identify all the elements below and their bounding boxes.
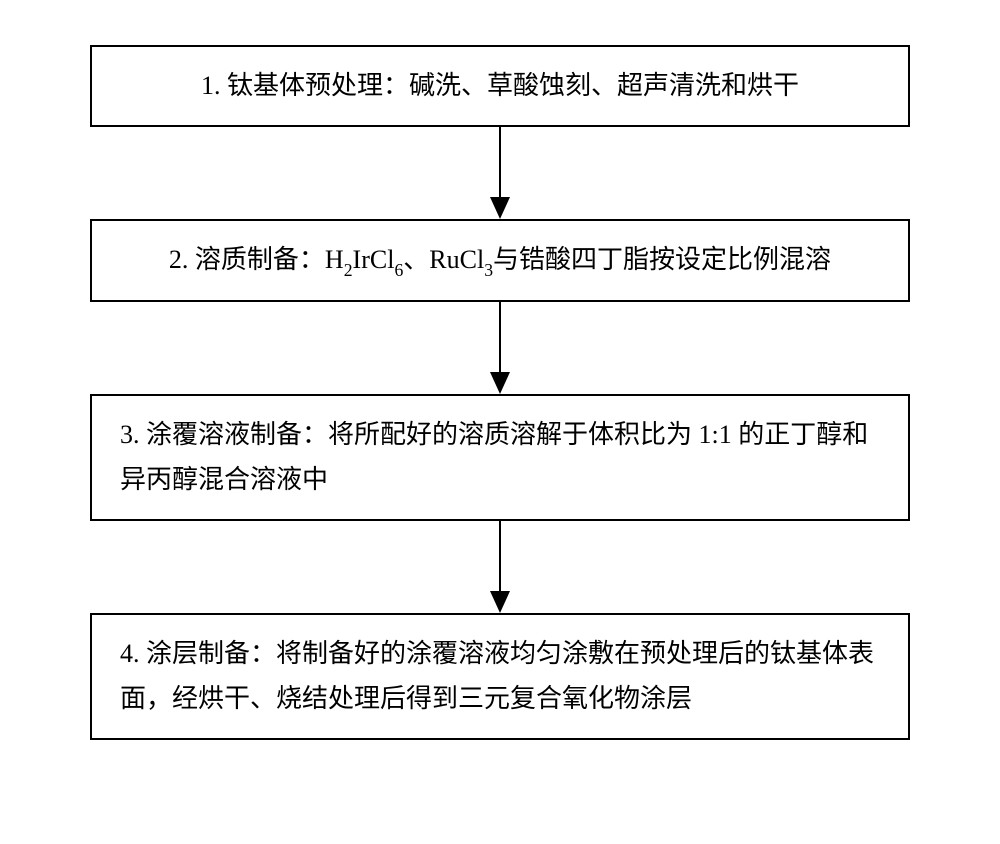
step-3-label: 涂覆溶液制备：将所配好的溶质溶解于体积比为 1:1 的正丁醇和异丙醇混合溶液中 xyxy=(120,420,868,495)
arrow-1 xyxy=(485,127,515,219)
step-3-text: 3. 涂覆溶液制备：将所配好的溶质溶解于体积比为 1:1 的正丁醇和异丙醇混合溶… xyxy=(120,412,880,503)
step-3-number: 3. xyxy=(120,420,140,449)
step-1-text: 1. 钛基体预处理：碱洗、草酸蚀刻、超声清洗和烘干 xyxy=(201,63,799,109)
step-2-mid2: 、RuCl xyxy=(403,245,484,274)
flow-step-4: 4. 涂层制备：将制备好的涂覆溶液均匀涂敷在预处理后的钛基体表面，经烘干、烧结处… xyxy=(90,613,910,740)
arrow-3 xyxy=(485,521,515,613)
step-4-number: 4. xyxy=(120,639,140,668)
arrow-down-icon xyxy=(485,302,515,394)
step-2-text: 2. 溶质制备：H2IrCl6、RuCl3与锆酸四丁脂按设定比例混溶 xyxy=(169,237,831,284)
arrow-down-icon xyxy=(485,127,515,219)
step-2-sub2: 6 xyxy=(394,260,403,280)
step-1-label: 钛基体预处理：碱洗、草酸蚀刻、超声清洗和烘干 xyxy=(227,71,799,100)
step-4-text: 4. 涂层制备：将制备好的涂覆溶液均匀涂敷在预处理后的钛基体表面，经烘干、烧结处… xyxy=(120,631,880,722)
arrow-2 xyxy=(485,302,515,394)
step-2-post: 与锆酸四丁脂按设定比例混溶 xyxy=(493,245,831,274)
step-2-mid1: IrCl xyxy=(353,245,395,274)
step-2-sub3: 3 xyxy=(484,260,493,280)
step-2-pre: 溶质制备：H xyxy=(195,245,344,274)
step-2-sub1: 2 xyxy=(344,260,353,280)
step-4-label: 涂层制备：将制备好的涂覆溶液均匀涂敷在预处理后的钛基体表面，经烘干、烧结处理后得… xyxy=(120,639,874,714)
flow-step-1: 1. 钛基体预处理：碱洗、草酸蚀刻、超声清洗和烘干 xyxy=(90,45,910,127)
step-1-number: 1. xyxy=(201,71,221,100)
flow-step-2: 2. 溶质制备：H2IrCl6、RuCl3与锆酸四丁脂按设定比例混溶 xyxy=(90,219,910,302)
flow-step-3: 3. 涂覆溶液制备：将所配好的溶质溶解于体积比为 1:1 的正丁醇和异丙醇混合溶… xyxy=(90,394,910,521)
arrow-down-icon xyxy=(485,521,515,613)
step-2-number: 2. xyxy=(169,245,189,274)
